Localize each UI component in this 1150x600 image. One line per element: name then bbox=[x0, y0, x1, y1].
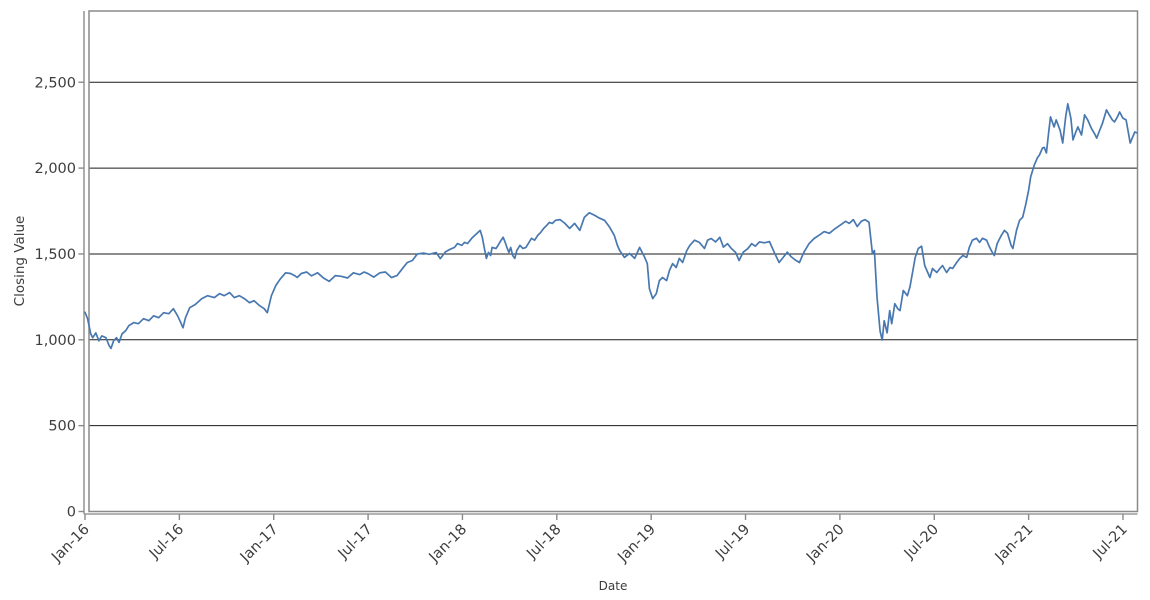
x-tick-label: Jul-20 bbox=[901, 522, 942, 563]
x-tick-label: Jul-19 bbox=[712, 522, 753, 563]
x-tick-label: Jan-21 bbox=[992, 522, 1037, 567]
y-tick-label: 1,500 bbox=[34, 247, 76, 263]
x-tick-label: Jan-18 bbox=[426, 522, 471, 567]
series-group bbox=[84, 103, 1138, 350]
x-tick-label: Jul-17 bbox=[335, 522, 376, 563]
gridlines-group bbox=[89, 81, 1138, 427]
y-tick-label: 2,000 bbox=[34, 161, 76, 177]
y-axis-title: Closing Value bbox=[12, 216, 28, 307]
x-tick-label: Jul-21 bbox=[1090, 522, 1131, 563]
y-tick-label: 1,000 bbox=[34, 333, 76, 349]
x-tick-label: Jan-17 bbox=[237, 522, 282, 567]
x-tick-label: Jul-16 bbox=[146, 522, 187, 563]
plot-frame bbox=[88, 10, 1139, 513]
x-tick-label: Jan-20 bbox=[803, 522, 848, 567]
y-tick-label: 500 bbox=[48, 419, 76, 435]
x-tick-label: Jan-19 bbox=[614, 522, 659, 567]
ticks-group bbox=[78, 81, 1124, 520]
y-tick-label: 2,500 bbox=[34, 75, 76, 91]
series-line bbox=[84, 103, 1138, 350]
x-tick-label: Jan-16 bbox=[48, 522, 93, 567]
tick-labels-group: 0 500 1,000 1,500 2,000 2,500 Jan-16 Jul-16 Jan-… bbox=[34, 75, 1130, 566]
x-tick-label: Jul-18 bbox=[523, 522, 564, 563]
x-axis-title: Date bbox=[599, 579, 628, 593]
y-tick-label: 0 bbox=[67, 505, 76, 521]
